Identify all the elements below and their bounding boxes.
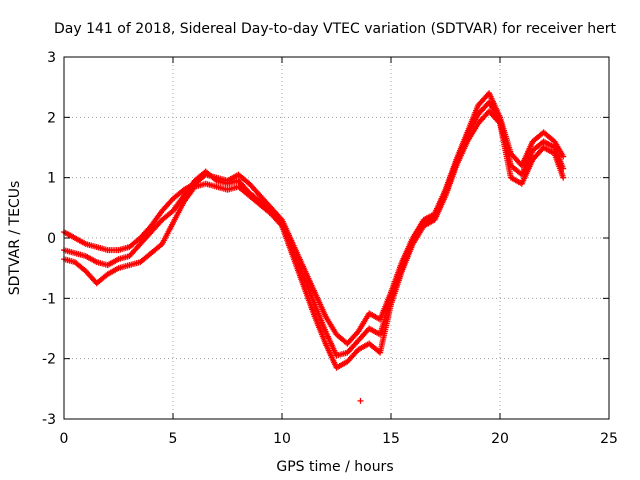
outlier-point xyxy=(357,397,364,404)
y-tick-label: 2 xyxy=(47,110,56,126)
x-tick-label: 20 xyxy=(491,431,509,447)
y-axis-label: SDTVAR / TECUs xyxy=(7,181,23,296)
y-tick-label: -1 xyxy=(42,291,56,307)
x-tick-label: 0 xyxy=(60,431,69,447)
x-tick-label: 15 xyxy=(382,431,400,447)
x-tick-label: 25 xyxy=(600,431,618,447)
data-points xyxy=(61,90,567,404)
x-tick-labels: 0 5 10 15 20 25 xyxy=(60,431,618,447)
y-tick-label: 1 xyxy=(47,171,56,187)
y-tick-label: 3 xyxy=(47,50,56,66)
x-tick-label: 10 xyxy=(273,431,291,447)
trace-3-point xyxy=(277,218,284,225)
y-tick-labels: -3 -2 -1 0 1 2 3 xyxy=(42,50,56,428)
axis-ticks xyxy=(63,56,610,420)
trace-3-point xyxy=(560,165,567,172)
y-tick-label: 0 xyxy=(47,231,56,247)
trace-2-point xyxy=(560,174,567,181)
chart-title: Day 141 of 2018, Sidereal Day-to-day VTE… xyxy=(54,21,616,37)
y-tick-label: -3 xyxy=(42,412,56,428)
x-tick-label: 5 xyxy=(169,431,178,447)
x-axis-label: GPS time / hours xyxy=(276,459,393,475)
y-tick-label: -2 xyxy=(42,352,56,368)
trace-1-point xyxy=(560,153,567,160)
